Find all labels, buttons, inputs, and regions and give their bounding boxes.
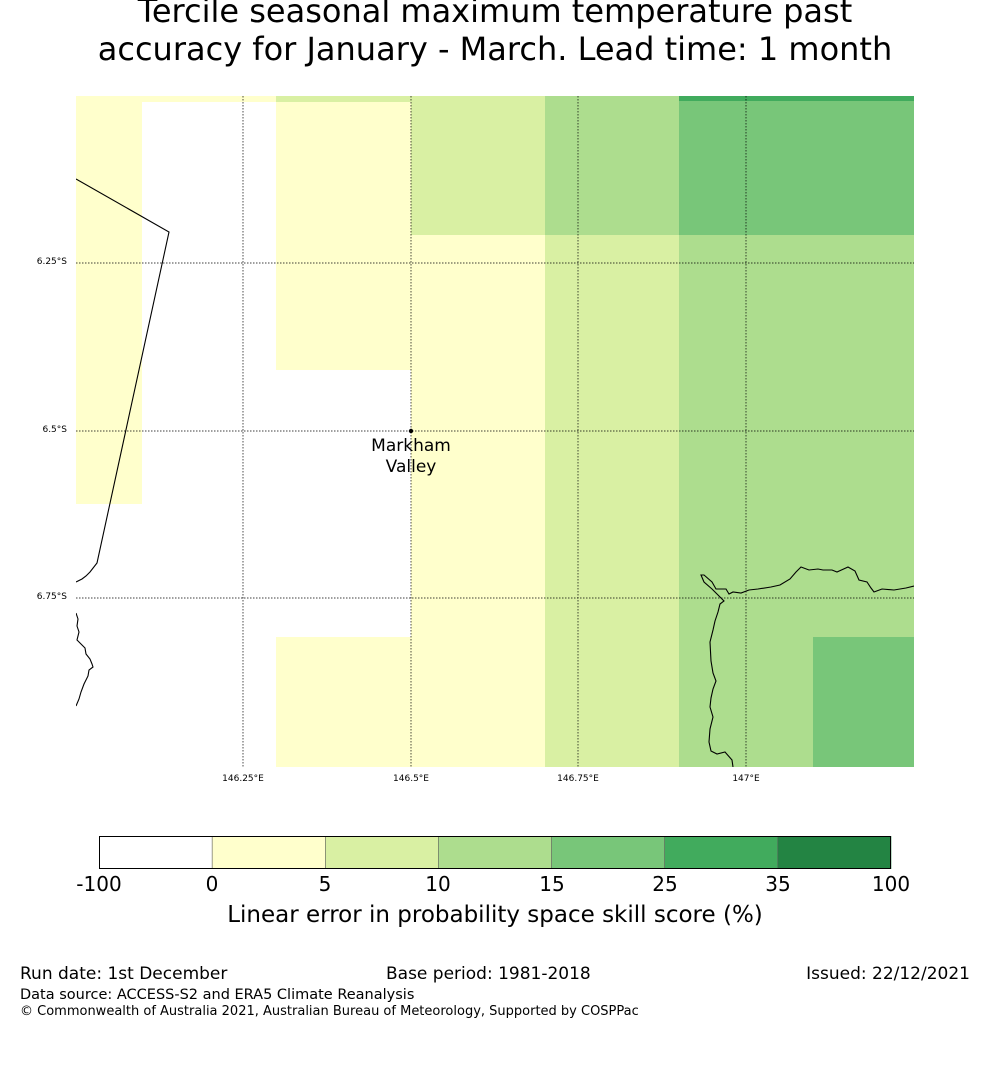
colorbar-tick: -100: [76, 872, 122, 896]
colorbar-segment: [99, 836, 213, 869]
title-line-1: Tercile seasonal maximum temperature pas…: [137, 0, 853, 30]
colorbar-outline: [99, 836, 891, 869]
grid-cell: [276, 637, 411, 767]
colorbar-tick: 100: [871, 872, 911, 896]
grid-cell: [76, 96, 142, 504]
skill-grid: [76, 96, 914, 767]
lon-label-146.75E: 146.75°E: [557, 774, 599, 784]
colorbar-tick: 25: [652, 872, 678, 896]
colorbar-tick: 0: [205, 872, 219, 896]
title-line-2: accuracy for January - March. Lead time:…: [97, 30, 893, 68]
grid-cell: [679, 235, 914, 637]
lon-label-146.5E: 146.5°E: [393, 774, 429, 784]
graticule: [76, 96, 914, 767]
lat-label-6.5S: 6.5°S: [42, 425, 67, 435]
colorbar-tick: 15: [539, 872, 565, 896]
grid-cell: [545, 96, 679, 235]
grid-cell: [679, 96, 914, 235]
colorbar-segment: [664, 836, 779, 869]
issued-date: Issued: 22/12/2021: [806, 964, 970, 984]
place-label-markham-valley: Markham Valley: [361, 436, 461, 478]
copyright: © Commonwealth of Australia 2021, Austra…: [20, 1004, 639, 1019]
colorbar-label: Linear error in probability space skill …: [227, 902, 763, 928]
skill-map: [76, 96, 914, 767]
lon-label-147E: 147°E: [732, 774, 760, 784]
colorbar-segment: [438, 836, 552, 869]
lat-label-6.25S: 6.25°S: [36, 257, 67, 267]
place-name-line-2: Valley: [385, 457, 437, 477]
colorbar-segment: [212, 836, 326, 869]
colorbar-segment: [551, 836, 666, 869]
chart-title: Tercile seasonal maximum temperature pas…: [0, 0, 990, 68]
base-period: Base period: 1981-2018: [386, 964, 591, 984]
colorbar-tick: 5: [318, 872, 332, 896]
colorbar: [99, 836, 892, 869]
grid-cell: [545, 235, 679, 767]
coastline: [76, 178, 914, 767]
grid-cell: [276, 96, 411, 102]
colorbar-segment: [777, 836, 892, 869]
grid-cell: [813, 637, 914, 767]
colorbar-segment: [325, 836, 439, 869]
run-date: Run date: 1st December: [20, 964, 228, 984]
grid-cell: [411, 96, 545, 235]
grid-cell: [411, 235, 545, 767]
lon-label-146.25E: 146.25°E: [222, 774, 264, 784]
grid-cell: [142, 96, 276, 102]
place-name-line-1: Markham: [371, 436, 451, 456]
lat-label-6.75S: 6.75°S: [36, 592, 67, 602]
data-source: Data source: ACCESS-S2 and ERA5 Climate …: [20, 987, 415, 1003]
colorbar-tick: 35: [765, 872, 791, 896]
colorbar-tick: 10: [425, 872, 451, 896]
markham-valley-marker: [408, 428, 414, 434]
grid-cell: [679, 96, 914, 101]
grid-cell: [276, 102, 411, 370]
